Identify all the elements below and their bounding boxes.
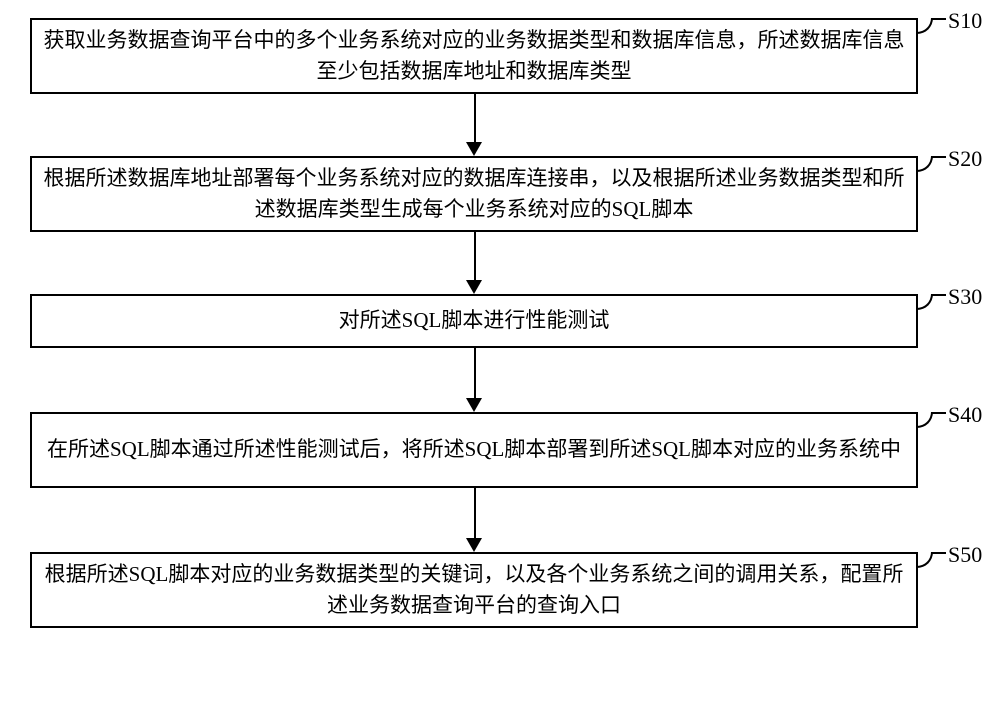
arrow-head-icon [466,280,482,294]
leader-line [931,156,946,158]
step-label-s20: S20 [948,146,982,172]
arrow-s30-s40 [474,348,476,398]
flowchart-node-s10: 获取业务数据查询平台中的多个业务系统对应的业务数据类型和数据库信息，所述数据库信… [30,18,918,94]
flowchart-node-s20: 根据所述数据库地址部署每个业务系统对应的数据库连接串，以及根据所述业务数据类型和… [30,156,918,232]
step-label-s30: S30 [948,284,982,310]
arrow-s10-s20 [474,94,476,142]
flowchart-node-s30: 对所述SQL脚本进行性能测试 [30,294,918,348]
leader-curve-icon [917,156,933,172]
leader-line [931,18,946,20]
flowchart-node-s50: 根据所述SQL脚本对应的业务数据类型的关键词，以及各个业务系统之间的调用关系，配… [30,552,918,628]
step-label-s40: S40 [948,402,982,428]
node-text: 获取业务数据查询平台中的多个业务系统对应的业务数据类型和数据库信息，所述数据库信… [42,25,906,88]
leader-line [931,412,946,414]
arrow-s20-s30 [474,232,476,280]
leader-line [931,552,946,554]
step-label-s10: S10 [948,8,982,34]
arrow-head-icon [466,142,482,156]
arrow-s40-s50 [474,488,476,538]
leader-curve-icon [917,412,933,428]
node-text: 根据所述SQL脚本对应的业务数据类型的关键词，以及各个业务系统之间的调用关系，配… [42,559,906,622]
leader-line [931,294,946,296]
arrow-head-icon [466,398,482,412]
node-text: 对所述SQL脚本进行性能测试 [339,305,610,337]
arrow-head-icon [466,538,482,552]
flowchart-canvas: 获取业务数据查询平台中的多个业务系统对应的业务数据类型和数据库信息，所述数据库信… [0,0,1000,719]
leader-curve-icon [917,18,933,34]
leader-curve-icon [917,552,933,568]
node-text: 根据所述数据库地址部署每个业务系统对应的数据库连接串，以及根据所述业务数据类型和… [42,163,906,226]
leader-curve-icon [917,294,933,310]
step-label-s50: S50 [948,542,982,568]
node-text: 在所述SQL脚本通过所述性能测试后，将所述SQL脚本部署到所述SQL脚本对应的业… [47,434,901,466]
flowchart-node-s40: 在所述SQL脚本通过所述性能测试后，将所述SQL脚本部署到所述SQL脚本对应的业… [30,412,918,488]
